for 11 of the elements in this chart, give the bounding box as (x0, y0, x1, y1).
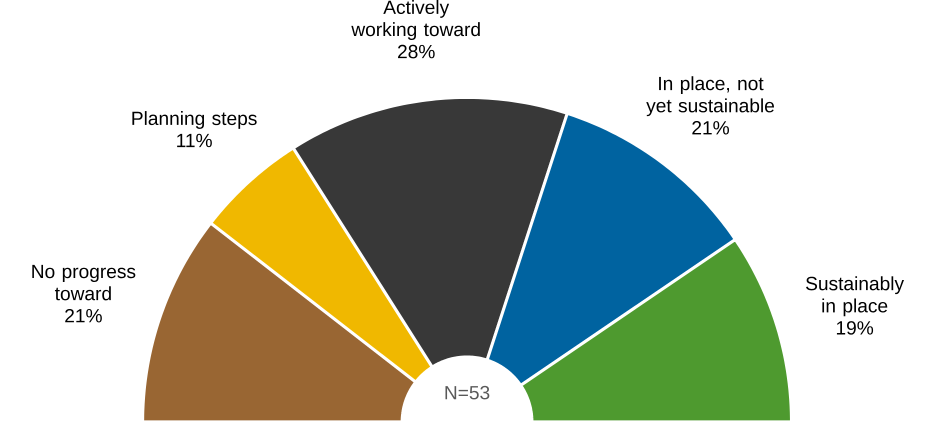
data-label: 21% (692, 120, 729, 134)
data-label: 19% (836, 320, 874, 334)
slice-label: In place, not yet sustainable (646, 76, 774, 116)
text: N=53 (445, 386, 490, 400)
slice-label: Planning steps (132, 110, 257, 129)
data-label: 28% (398, 44, 435, 58)
slice-label: Actively working toward (351, 0, 480, 40)
data-label: 21% (65, 308, 102, 322)
slice-label: Sustainably in place (806, 276, 904, 316)
data-label: 11% (177, 134, 212, 148)
slice-label: No progress toward (32, 264, 136, 300)
